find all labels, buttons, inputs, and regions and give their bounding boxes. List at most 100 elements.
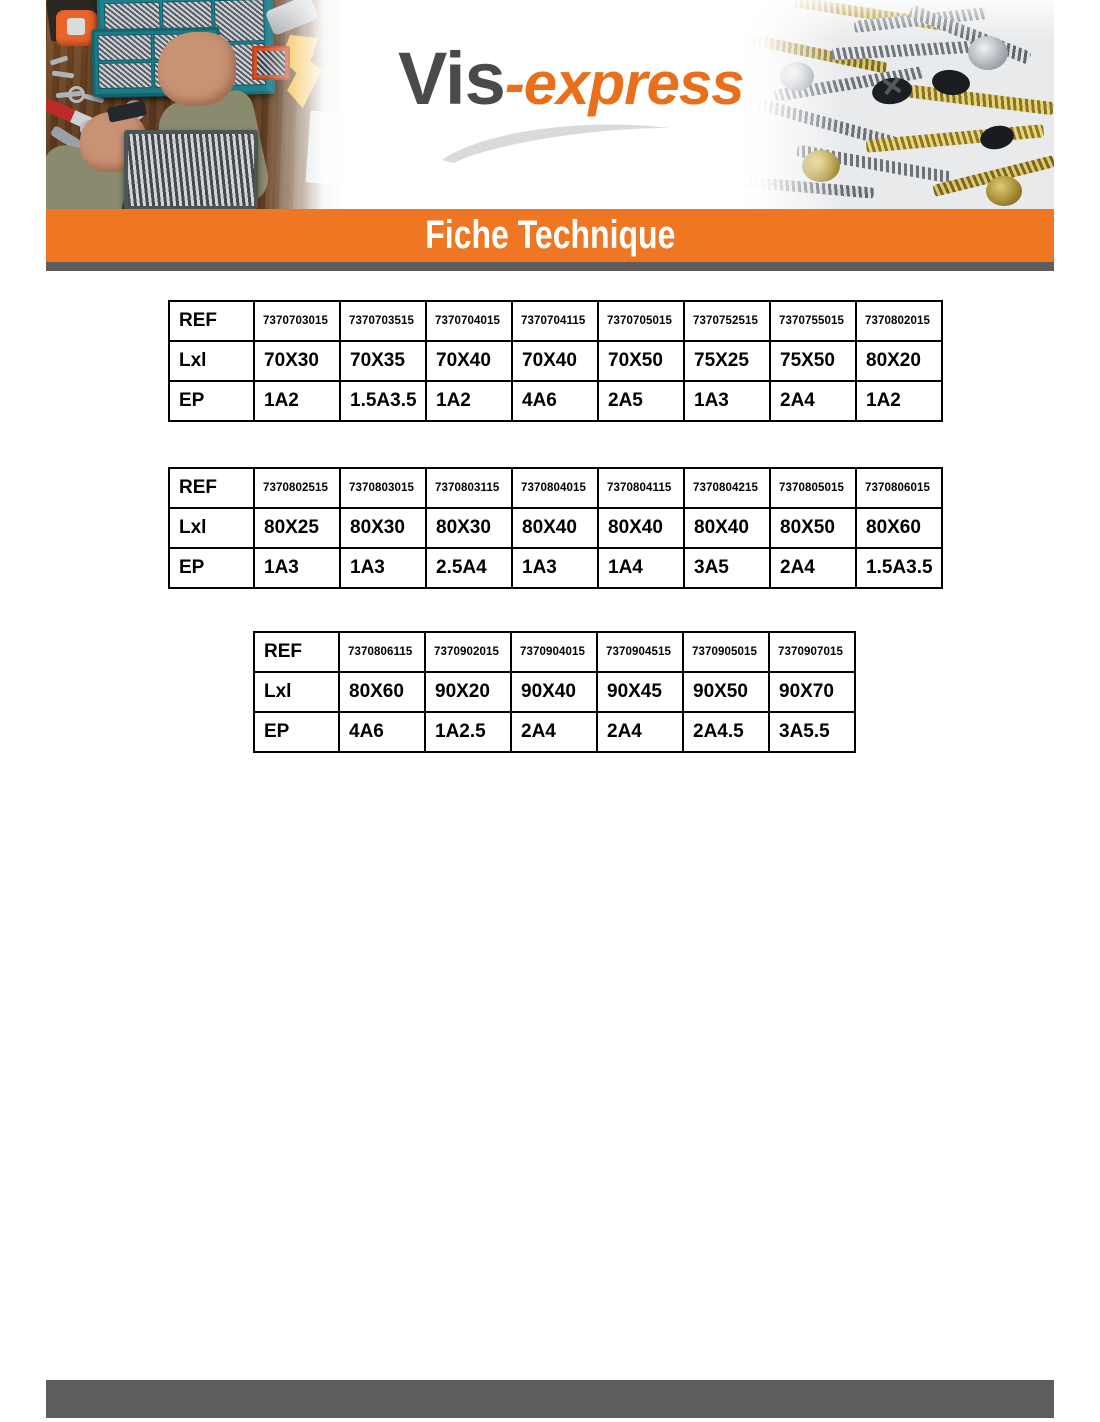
cell-ep: 1A4 [597,547,685,589]
header-gray-rule [46,262,1054,271]
cell-ref: 7370806015 [855,467,943,509]
photo-right-fade [736,0,844,209]
cell-lxl: 75X25 [683,340,771,382]
cell-ep: 2A4 [510,711,598,753]
table-row-ref: REF 7370703015 7370703515 7370704015 7370704… [168,300,943,342]
row-label-lxl: Lxl [168,507,255,549]
screws-tray [124,130,258,209]
table-row-ep: EP 1A3 1A3 2.5A4 1A3 1A4 3A5 2A4 1.5A3.5 [168,547,943,589]
spec-table-3: REF 7370806115 7370902015 7370904015 7370904… [253,631,856,753]
cell-lxl: 90X70 [768,671,856,713]
screw-head-brass [986,176,1022,206]
brand-logo: Vis-express [398,42,745,172]
logo-primary-text: Vis [398,37,506,120]
cell-lxl: 75X50 [769,340,857,382]
cell-ep: 1A2 [253,380,341,422]
cell-ep: 1A2.5 [424,711,512,753]
workbench-screws-sorting-photo [46,0,346,209]
mixed-screws-pile-photo [736,0,1054,209]
cell-ep: 1A3 [339,547,427,589]
table-row-lxl: Lxl 80X25 80X30 80X30 80X40 80X40 80X40 80X50 80… [168,507,943,549]
row-label-ep: EP [168,547,255,589]
cell-lxl: 80X40 [511,507,599,549]
cell-ref: 7370803115 [425,467,513,509]
table-row-lxl: Lxl 70X30 70X35 70X40 70X40 70X50 75X25 75X50 80… [168,340,943,382]
table-row-ep: EP 4A6 1A2.5 2A4 2A4 2A4.5 3A5.5 [253,711,856,753]
cell-ep: 1A3 [253,547,341,589]
cell-ep: 2A4 [596,711,684,753]
logo-accent-text: -express [504,50,745,117]
cell-lxl: 80X50 [769,507,857,549]
cell-ref: 7370805015 [769,467,857,509]
row-label-lxl: Lxl [168,340,255,382]
cell-ep: 4A6 [511,380,599,422]
spec-table-2: REF 7370802515 7370803015 7370803115 7370804… [168,467,943,589]
page-title: Fiche Technique [424,213,676,257]
cell-ref: 7370804115 [597,467,685,509]
cell-lxl: 80X30 [339,507,427,549]
cell-lxl: 70X40 [425,340,513,382]
spec-table-1: REF 7370703015 7370703515 7370704015 7370704… [168,300,943,422]
cell-ep: 2A5 [597,380,685,422]
cell-ep: 1A2 [425,380,513,422]
cell-lxl: 80X20 [855,340,943,382]
cell-lxl: 80X30 [425,507,513,549]
cell-ref: 7370703515 [339,300,427,342]
tape-measure-icon [56,10,98,46]
cell-ref: 7370802015 [855,300,943,342]
cell-lxl: 70X40 [511,340,599,382]
cell-ep: 2A4 [769,547,857,589]
cell-lxl: 70X30 [253,340,341,382]
header-band: Vis-express [46,0,1054,209]
cell-ep: 3A5 [683,547,771,589]
cell-lxl: 70X50 [597,340,685,382]
table-row-ref: REF 7370802515 7370803015 7370803115 7370804… [168,467,943,509]
row-label-lxl: Lxl [253,671,340,713]
cell-ref: 7370705015 [597,300,685,342]
cell-ref: 7370802515 [253,467,341,509]
table-row-ref: REF 7370806115 7370902015 7370904015 7370904… [253,631,856,673]
cell-lxl: 80X25 [253,507,341,549]
cell-ref: 7370804015 [511,467,599,509]
cell-lxl: 80X60 [855,507,943,549]
cell-lxl: 90X50 [682,671,770,713]
cell-ref: 7370752515 [683,300,771,342]
cell-ep: 1A3 [511,547,599,589]
photo-left-fade [264,0,346,209]
cell-ref: 7370804215 [683,467,771,509]
cell-ref: 7370907015 [768,631,856,673]
cell-ep: 2A4.5 [682,711,770,753]
row-label-ref: REF [253,631,340,673]
table-row-ep: EP 1A2 1.5A3.5 1A2 4A6 2A5 1A3 2A4 1A2 [168,380,943,422]
cell-ep: 1.5A3.5 [339,380,427,422]
cell-ref: 7370904515 [596,631,684,673]
cell-ref: 7370806115 [338,631,426,673]
cell-ref: 7370904015 [510,631,598,673]
screw-head-silver [968,36,1008,70]
cell-ref: 7370704115 [511,300,599,342]
row-label-ep: EP [168,380,255,422]
cell-ep: 1A2 [855,380,943,422]
cell-lxl: 80X40 [683,507,771,549]
cell-ep: 1.5A3.5 [855,547,943,589]
cell-ep: 3A5.5 [768,711,856,753]
cell-lxl: 80X60 [338,671,426,713]
table-row-lxl: Lxl 80X60 90X20 90X40 90X45 90X50 90X70 [253,671,856,713]
cell-ref: 7370703015 [253,300,341,342]
footer-bar [46,1380,1054,1418]
cell-ref: 7370704015 [425,300,513,342]
cell-lxl: 70X35 [339,340,427,382]
cell-ref: 7370902015 [424,631,512,673]
cell-ep: 4A6 [338,711,426,753]
cell-ep: 2A4 [769,380,857,422]
cell-ref: 7370755015 [769,300,857,342]
cell-lxl: 90X40 [510,671,598,713]
cell-ref: 7370803015 [339,467,427,509]
logo-swoosh-icon [442,124,670,163]
cell-lxl: 90X45 [596,671,684,713]
fiche-technique-banner: Fiche Technique [46,209,1054,262]
row-label-ref: REF [168,300,255,342]
cell-lxl: 90X20 [424,671,512,713]
hand-right [158,32,236,106]
logo-text: Vis-express [398,42,745,117]
